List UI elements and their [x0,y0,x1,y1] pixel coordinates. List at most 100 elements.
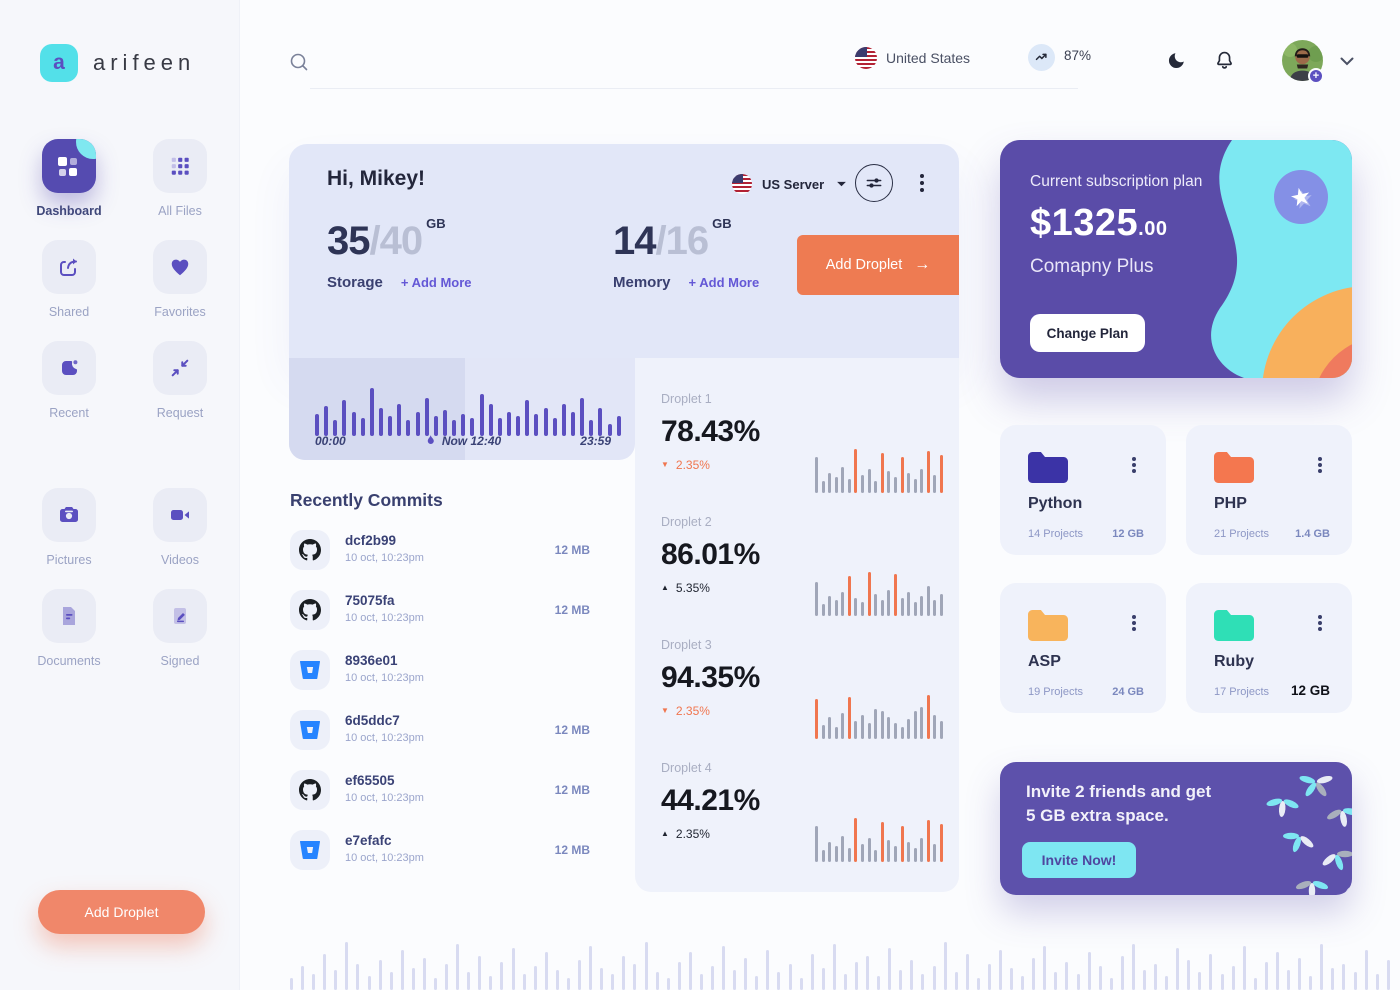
commit-row[interactable]: dcf2b99 10 oct, 10:23pm 12 MB [290,530,590,572]
memory-stat: 14/16 GB Memory + Add More [613,216,759,291]
invite-now-button[interactable]: Invite Now! [1022,842,1136,878]
greeting-card: Hi, Mikey! US Server 35/40 GB Storage + Ad… [289,144,959,358]
droplet-value: 86.01% [661,538,760,571]
sidebar-item-all-files[interactable]: All Files [125,139,235,218]
recent-file-icon [42,341,96,395]
storage-label: Storage [327,274,383,291]
memory-total: /16 [655,219,710,263]
search-icon[interactable] [289,52,309,72]
greeting-title: Hi, Mikey! [327,167,426,190]
sidebar-item-label: Pictures [46,553,92,567]
chevron-down-icon [837,181,847,186]
commit-row[interactable]: 8936e01 10 oct, 10:23pm [290,650,590,692]
folder-menu-kebab-icon[interactable] [1132,457,1136,461]
folder-menu-kebab-icon[interactable] [1318,615,1322,619]
sidebar: a arifeen Dashboard All Files Shared [0,0,240,990]
sidebar-item-request[interactable]: Request [125,341,235,420]
share-arrow-icon [42,240,96,294]
memory-label: Memory [613,274,671,291]
document-icon [42,589,96,643]
us-flag-icon [732,174,752,194]
folder-icon [1028,610,1068,641]
commit-row[interactable]: e7efafc 10 oct, 10:23pm 12 MB [290,830,590,872]
brand-monogram: a [40,44,78,82]
commit-hash: ef65505 [345,773,395,788]
folder-card-python[interactable]: Python 14 Projects 12 GB [1000,425,1166,555]
us-flag-icon [855,47,877,69]
memory-add-more-link[interactable]: + Add More [688,275,760,290]
change-plan-button[interactable]: Change Plan [1030,314,1145,352]
folder-card-ruby[interactable]: Ruby 17 Projects 12 GB [1186,583,1352,713]
server-selector[interactable]: US Server [732,174,847,194]
brand-name: arifeen [93,50,196,75]
droplet-name: Droplet 3 [661,638,712,652]
sidebar-item-dashboard[interactable]: Dashboard [14,139,124,218]
collapse-arrows-icon [153,341,207,395]
storage-total: /40 [369,219,424,263]
folder-icon [1214,452,1254,483]
country-selector[interactable]: United States [886,50,971,66]
folder-size: 1.4 GB [1295,528,1330,540]
add-droplet-sidebar-button[interactable]: Add Droplet [38,890,205,934]
sidebar-item-shared[interactable]: Shared [14,240,124,319]
commit-row[interactable]: ef65505 10 oct, 10:23pm 12 MB [290,770,590,812]
storage-stat: 35/40 GB Storage + Add More [327,216,472,291]
brand-logo[interactable]: a arifeen [40,44,195,82]
commit-date: 10 oct, 10:23pm [345,612,424,624]
chevron-down-icon[interactable] [1340,53,1354,67]
folder-card-php[interactable]: PHP 21 Projects 1.4 GB [1186,425,1352,555]
commit-size: 12 MB [554,723,590,737]
commit-hash: 6d5ddc7 [345,713,400,728]
droplet-mini-chart [815,816,943,862]
sidebar-item-recent[interactable]: Recent [14,341,124,420]
commit-row[interactable]: 6d5ddc7 10 oct, 10:23pm 12 MB [290,710,590,752]
folder-name: PHP [1214,495,1247,512]
grid-icon [153,139,207,193]
sidebar-item-documents[interactable]: Documents [14,589,124,668]
commit-date: 10 oct, 10:23pm [345,732,424,744]
commit-date: 10 oct, 10:23pm [345,792,424,804]
folder-size: 12 GB [1290,683,1330,698]
bell-icon[interactable] [1214,49,1235,76]
commit-hash: 75075fa [345,593,395,608]
folder-card-asp[interactable]: ASP 19 Projects 24 GB [1000,583,1166,713]
memory-used: 14 [613,219,656,263]
server-label: US Server [762,176,825,192]
subscription-label: Current subscription plan [1030,173,1203,190]
moon-icon[interactable] [1166,50,1187,76]
droplet-stats-panel: Droplet 1 78.43% 2.35% Droplet 2 86.01% … [635,358,959,892]
droplet-value: 44.21% [661,784,760,817]
timeline-labels: 00:00 Now 12:40 23:59 [315,434,611,448]
sidebar-item-label: Videos [161,553,199,567]
commit-size: 12 MB [554,603,590,617]
storage-used: 35 [327,219,370,263]
subscription-card: Current subscription plan $1325.00 Comap… [1000,140,1352,378]
folder-menu-kebab-icon[interactable] [1318,457,1322,461]
delta-triangle-icon [661,461,669,469]
camera-icon [42,488,96,542]
commit-row[interactable]: 75075fa 10 oct, 10:23pm 12 MB [290,590,590,632]
droplet-delta: 2.35% [661,458,941,472]
decorative-petals [1266,775,1352,895]
card-menu-kebab-icon[interactable] [920,174,924,178]
folder-menu-kebab-icon[interactable] [1132,615,1136,619]
sidebar-item-favorites[interactable]: Favorites [125,240,235,319]
filter-sliders-button[interactable] [855,164,893,202]
droplet-name: Droplet 4 [661,761,712,775]
sidebar-item-videos[interactable]: Videos [125,488,235,567]
sidebar-item-label: Recent [49,406,89,420]
commit-size: 12 MB [554,783,590,797]
github-icon [290,770,330,810]
folder-meta: 14 Projects 12 GB [1028,528,1144,540]
time-now: Now 12:40 [346,434,581,448]
heart-icon [153,240,207,294]
add-droplet-button[interactable]: Add Droplet [797,235,959,295]
sidebar-item-pictures[interactable]: Pictures [14,488,124,567]
commit-date: 10 oct, 10:23pm [345,852,424,864]
time-end: 23:59 [580,434,611,448]
sidebar-item-label: Shared [48,305,90,319]
arrow-right-icon [914,256,930,274]
avatar-add-badge[interactable] [1308,68,1324,84]
sidebar-item-signed[interactable]: Signed [125,589,235,668]
storage-add-more-link[interactable]: + Add More [400,275,472,290]
